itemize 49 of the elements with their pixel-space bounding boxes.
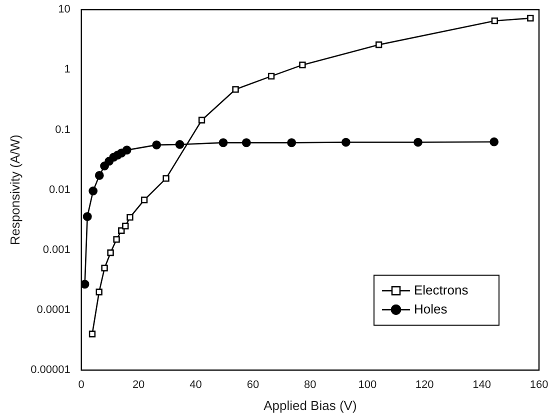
y-tick-label: 10 (58, 4, 70, 16)
point (107, 249, 114, 256)
x-tick-label: 120 (415, 378, 434, 391)
point (242, 138, 251, 148)
x-tick-label: 0 (78, 378, 84, 391)
point (140, 196, 148, 204)
point (287, 138, 296, 148)
point (94, 170, 104, 180)
y-tick-label: 0.01 (48, 184, 70, 196)
point (198, 116, 206, 124)
point (122, 222, 129, 230)
point (490, 137, 499, 146)
y-axis-title: Responsivity (A/W) (7, 134, 22, 246)
point (268, 72, 275, 80)
point (218, 138, 228, 148)
point (162, 175, 170, 182)
point (299, 62, 306, 68)
x-axis-title: Applied Bias (V) (264, 398, 357, 413)
point (126, 214, 134, 221)
point (341, 138, 350, 147)
point (82, 212, 92, 222)
x-tick-label: 160 (530, 378, 548, 391)
legend-label: Holes (414, 301, 448, 316)
point (88, 186, 98, 196)
x-tick-label: 80 (304, 378, 316, 391)
point (414, 138, 422, 147)
x-tick-label: 20 (132, 378, 145, 391)
x-tick-label: 60 (246, 378, 260, 391)
point (491, 18, 498, 24)
legend-label: Electrons (414, 282, 469, 298)
x-tick-label: 40 (190, 378, 202, 391)
point (101, 264, 108, 272)
y-tick-label: 0.1 (55, 124, 70, 136)
point (88, 330, 96, 338)
y-tick-label: 0.001 (42, 244, 70, 256)
y-tick-label: 1 (64, 64, 70, 76)
y-tick-label: 0.0001 (36, 304, 70, 316)
point (152, 140, 162, 150)
point (232, 86, 239, 93)
point (81, 280, 90, 289)
point (175, 140, 184, 149)
x-tick-label: 100 (358, 378, 377, 391)
y-tick-label: 0.00001 (30, 364, 70, 376)
point (96, 288, 102, 296)
point (113, 236, 120, 243)
point (375, 41, 382, 48)
point (122, 146, 132, 155)
point (527, 14, 534, 22)
x-tick-label: 140 (472, 378, 491, 391)
